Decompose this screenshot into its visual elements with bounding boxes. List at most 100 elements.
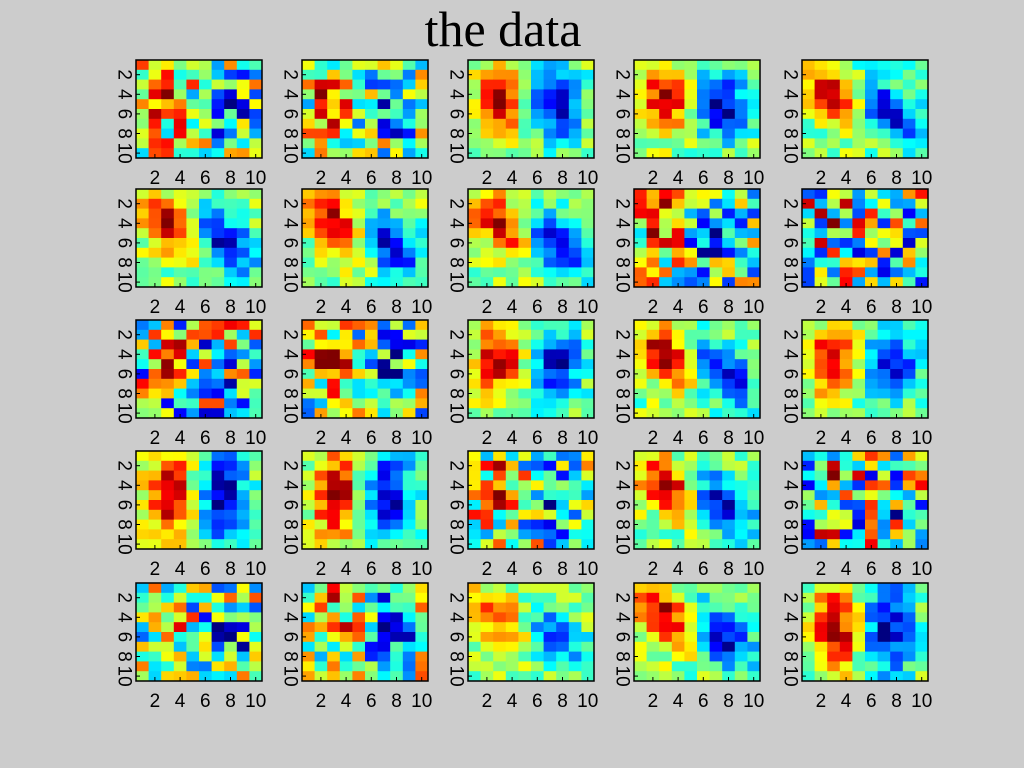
heatmap-cell [890, 378, 904, 389]
heatmap-cell [390, 622, 404, 633]
heatmap-cell [314, 228, 328, 239]
heatmap-cell [186, 519, 200, 530]
heatmap-cell [697, 329, 710, 340]
y-tick-label: 4 [114, 612, 135, 623]
heatmap-cell [302, 451, 315, 462]
heatmap-cell [402, 128, 416, 139]
heatmap-cell [734, 539, 748, 550]
heatmap-cell [377, 238, 391, 249]
heatmap-cell [902, 539, 916, 550]
heatmap-cell [186, 529, 200, 540]
heatmap-cell [531, 490, 544, 501]
heatmap-cell [148, 622, 162, 633]
heatmap-cell [518, 369, 532, 380]
heatmap-cell [581, 529, 595, 540]
heatmap-cell [302, 138, 315, 149]
heatmap-cell [236, 641, 250, 652]
heatmap-cell [302, 69, 315, 80]
heatmap-cell [890, 500, 904, 511]
heatmap-cell [556, 339, 570, 350]
heatmap-cell [802, 480, 815, 491]
heatmap-cell [890, 641, 904, 652]
heatmap-cell [877, 661, 891, 672]
heatmap-cell [314, 349, 328, 360]
x-tick-label: 2 [648, 691, 659, 712]
heatmap-cell [186, 339, 200, 350]
y-tick-label: 2 [114, 592, 135, 603]
heatmap-cell [402, 69, 416, 80]
heatmap-cell [339, 198, 353, 209]
heatmap-cell [659, 247, 673, 258]
heatmap-cell [136, 388, 149, 399]
heatmap-cell [659, 218, 673, 229]
heatmap-cell [722, 622, 736, 633]
heatmap-cell [236, 500, 250, 511]
heatmap-cell [505, 470, 519, 481]
heatmap-cell [302, 671, 315, 682]
heatmap-cell [161, 138, 175, 149]
heatmap-cell [505, 641, 519, 652]
heatmap-cell [581, 148, 595, 159]
heatmap-cell [327, 641, 341, 652]
y-tick-label: 6 [780, 238, 801, 249]
heatmap-cell [865, 622, 878, 633]
heatmap-cell [505, 128, 519, 139]
heatmap-cell [161, 632, 175, 643]
heatmap-cell [556, 148, 570, 159]
heatmap-cell [314, 671, 328, 682]
heatmap-cell [415, 320, 429, 331]
heatmap-cell [199, 128, 212, 139]
heatmap-cell [684, 539, 698, 550]
heatmap-cell [390, 408, 404, 419]
heatmap-cell [814, 277, 828, 288]
heatmap-cell [211, 661, 225, 672]
heatmap-cell [556, 583, 570, 594]
heatmap-cell [505, 118, 519, 129]
heatmap-cell [839, 398, 853, 409]
heatmap-cell [148, 89, 162, 100]
heatmap-cell [543, 218, 557, 229]
heatmap-cell [480, 79, 494, 90]
heatmap-cell [814, 247, 828, 258]
heatmap-cell [468, 388, 481, 399]
heatmap-cell [902, 189, 916, 200]
heatmap-cell [531, 99, 544, 110]
heatmap-cell [377, 349, 391, 360]
heatmap-cell [902, 408, 916, 419]
heatmap-cell [839, 451, 853, 462]
heatmap-cell [890, 369, 904, 380]
heatmap-cell [543, 277, 557, 288]
heatmap-cell [734, 89, 748, 100]
heatmap-cell [365, 460, 378, 471]
heatmap-cell [352, 198, 366, 209]
x-tick-label: 4 [841, 297, 852, 318]
heatmap-cell [249, 661, 263, 672]
heatmap-cell [327, 60, 341, 71]
heatmap-cell [249, 128, 263, 139]
y-tick-label: 6 [612, 632, 633, 643]
heatmap-cell [505, 247, 519, 258]
heatmap-cell [556, 509, 570, 520]
heatmap-cell [161, 218, 175, 229]
heatmap-cell [543, 500, 557, 511]
heatmap-cell [505, 138, 519, 149]
heatmap-cell [365, 148, 378, 159]
heatmap-cell [827, 369, 841, 380]
heatmap-cell [480, 490, 494, 501]
heatmap-cell [543, 529, 557, 540]
heatmap-cell [747, 208, 761, 219]
panel-frame [301, 188, 429, 288]
heatmap-cell [505, 359, 519, 370]
heatmap-cell [531, 661, 544, 672]
heatmap-cell [915, 277, 929, 288]
heatmap-cell [249, 218, 263, 229]
heatmap-cell [236, 128, 250, 139]
heatmap-cell [865, 339, 878, 350]
heatmap-cell [827, 451, 841, 462]
heatmap-cell [722, 583, 736, 594]
heatmap-cell [697, 470, 710, 481]
heatmap-cell [302, 661, 315, 672]
heatmap-cell [493, 470, 507, 481]
heatmap-cell [493, 500, 507, 511]
heatmap-cell [709, 500, 723, 511]
